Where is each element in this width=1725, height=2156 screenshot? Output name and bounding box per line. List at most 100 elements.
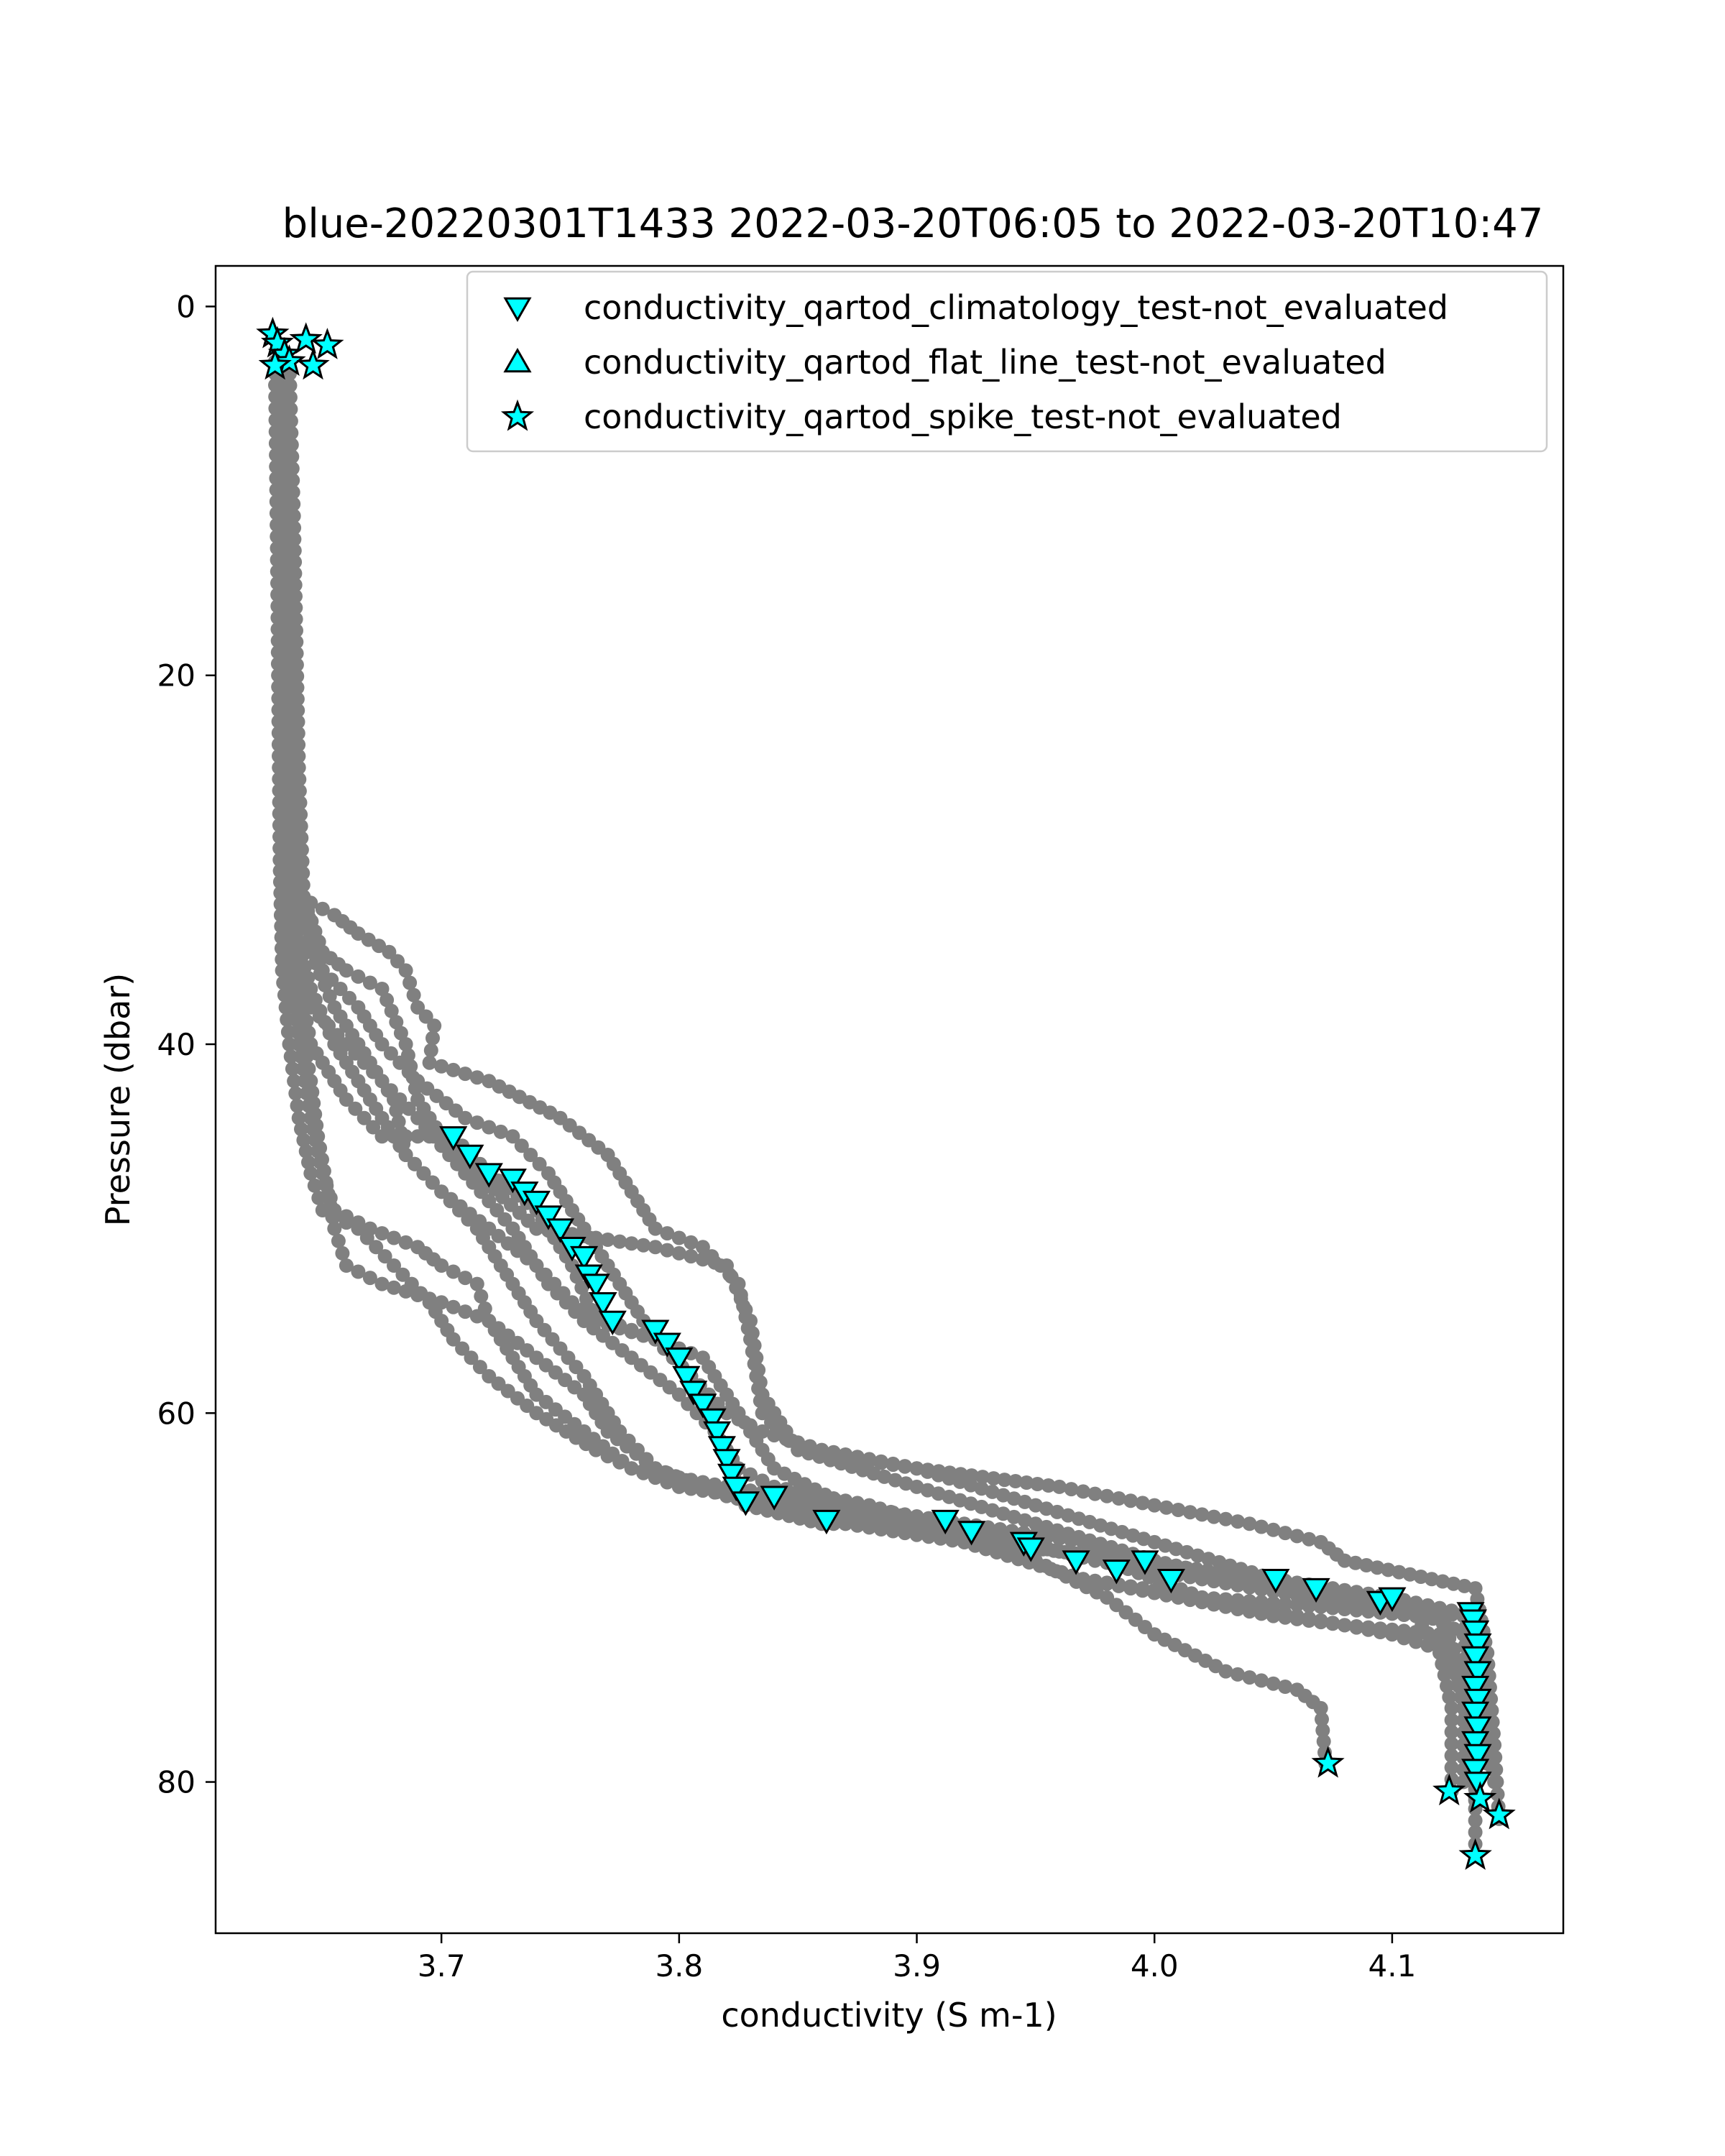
profile-point — [747, 1338, 762, 1353]
profile-point — [374, 1226, 390, 1241]
profile-point — [855, 1462, 870, 1478]
profile-point — [547, 1276, 562, 1291]
profile-point — [814, 1494, 829, 1509]
profile-point — [1082, 1514, 1097, 1529]
profile-point — [384, 1003, 399, 1018]
profile-point — [621, 1433, 636, 1448]
profile-point — [886, 1505, 901, 1520]
profile-point — [380, 992, 395, 1008]
profile-point — [724, 1269, 739, 1284]
profile-point — [282, 698, 297, 713]
profile-point — [1266, 1676, 1281, 1691]
profile-point — [289, 926, 304, 941]
profile-point — [532, 1156, 547, 1171]
climatology-marker — [679, 1381, 708, 1406]
climatology-marker — [731, 1491, 760, 1516]
climatology-marker — [1461, 1646, 1490, 1672]
climatology-marker — [1156, 1569, 1185, 1594]
profile-point — [427, 1018, 442, 1033]
profile-point — [873, 1503, 888, 1519]
profile-point — [383, 1046, 398, 1061]
profile-point — [295, 1061, 310, 1077]
profile-point — [838, 1498, 853, 1513]
profile-point — [862, 1501, 877, 1516]
profile-point — [446, 1299, 461, 1314]
profile-point — [1171, 1503, 1186, 1517]
plot-area — [214, 264, 1565, 1935]
climatology-marker — [1463, 1661, 1492, 1686]
profile-point — [877, 1469, 892, 1484]
x-tick-label: 3.9 — [893, 1948, 941, 1984]
profile-point — [281, 663, 296, 678]
profile-point — [335, 1245, 350, 1261]
profile-point — [1040, 1542, 1055, 1557]
profile-point — [282, 1037, 297, 1051]
legend-box — [466, 270, 1548, 453]
profile-point — [1006, 1509, 1021, 1524]
profile-point — [272, 783, 287, 798]
profile-point — [298, 1143, 313, 1158]
y-tick-label: 60 — [157, 1396, 196, 1431]
profile-point — [612, 1455, 627, 1470]
spike-marker — [1458, 1838, 1492, 1870]
profile-point — [277, 479, 293, 493]
profile-point — [1104, 1521, 1119, 1537]
profile-point — [538, 1267, 553, 1282]
profile-point — [1218, 1511, 1233, 1526]
profile-point — [886, 1524, 901, 1539]
profile-point — [1446, 1660, 1461, 1675]
profile-point — [1195, 1595, 1210, 1610]
profile-point — [514, 1138, 529, 1153]
profile-point — [1437, 1638, 1452, 1653]
x-axis: 3.7 3.8 3.9 4.0 4.1 conductivity (S m-1) — [418, 1933, 1416, 2035]
climatology-marker — [1302, 1577, 1330, 1603]
profile-point — [1444, 1760, 1459, 1775]
profile-point — [993, 1522, 1008, 1537]
profile-point — [303, 982, 318, 996]
profile-point — [273, 885, 288, 900]
legend-marker-shape — [503, 347, 532, 373]
legend-label-spike: conductivity_qartod_spike_test-not_evalu… — [584, 397, 1342, 436]
profile-point — [1440, 1679, 1454, 1694]
profile-point — [284, 803, 299, 819]
flags-layer — [256, 316, 1516, 1870]
profile-point — [695, 1252, 710, 1267]
profile-point — [272, 841, 288, 856]
climatology-marker — [722, 1476, 750, 1501]
profile-point — [1019, 1475, 1034, 1490]
climatology-marker — [439, 1126, 468, 1151]
profile-point — [1206, 1509, 1221, 1524]
profile-point — [472, 1360, 487, 1375]
profile-point — [1444, 1724, 1459, 1739]
legend-label-climatology: conductivity_qartod_climatology_test-not… — [584, 288, 1448, 327]
profile-point — [315, 963, 330, 978]
spike-marker — [310, 328, 344, 359]
profile-point — [909, 1509, 924, 1524]
profile-point — [464, 1350, 479, 1365]
climatology-marker — [653, 1332, 681, 1358]
profile-point — [301, 1098, 316, 1113]
profile-point — [307, 1178, 322, 1193]
profile-point — [1289, 1586, 1305, 1601]
profile-point — [461, 1212, 476, 1227]
profile-point — [362, 975, 377, 990]
legend-marker-star-icon — [500, 399, 535, 431]
profile-point — [985, 1484, 1000, 1499]
profile-point — [707, 1255, 722, 1270]
climatology-marker — [717, 1463, 746, 1488]
profile-point — [278, 1000, 293, 1015]
profile-point — [1223, 1558, 1238, 1573]
profile-point — [1201, 1552, 1216, 1567]
climatology-marker — [522, 1190, 551, 1216]
profile-point — [1230, 1577, 1245, 1592]
profile-point — [446, 1062, 461, 1077]
profile-point — [283, 745, 298, 760]
profile-point — [1254, 1673, 1269, 1688]
profile-point — [873, 1454, 888, 1469]
profile-point — [322, 989, 337, 1004]
profile-point — [1242, 1604, 1257, 1619]
profile-point — [850, 1500, 865, 1515]
profile-point — [743, 1314, 758, 1328]
profile-point — [963, 1478, 978, 1493]
chart-title: blue-20220301T1433 2022-03-20T06:05 to 2… — [282, 201, 1544, 247]
